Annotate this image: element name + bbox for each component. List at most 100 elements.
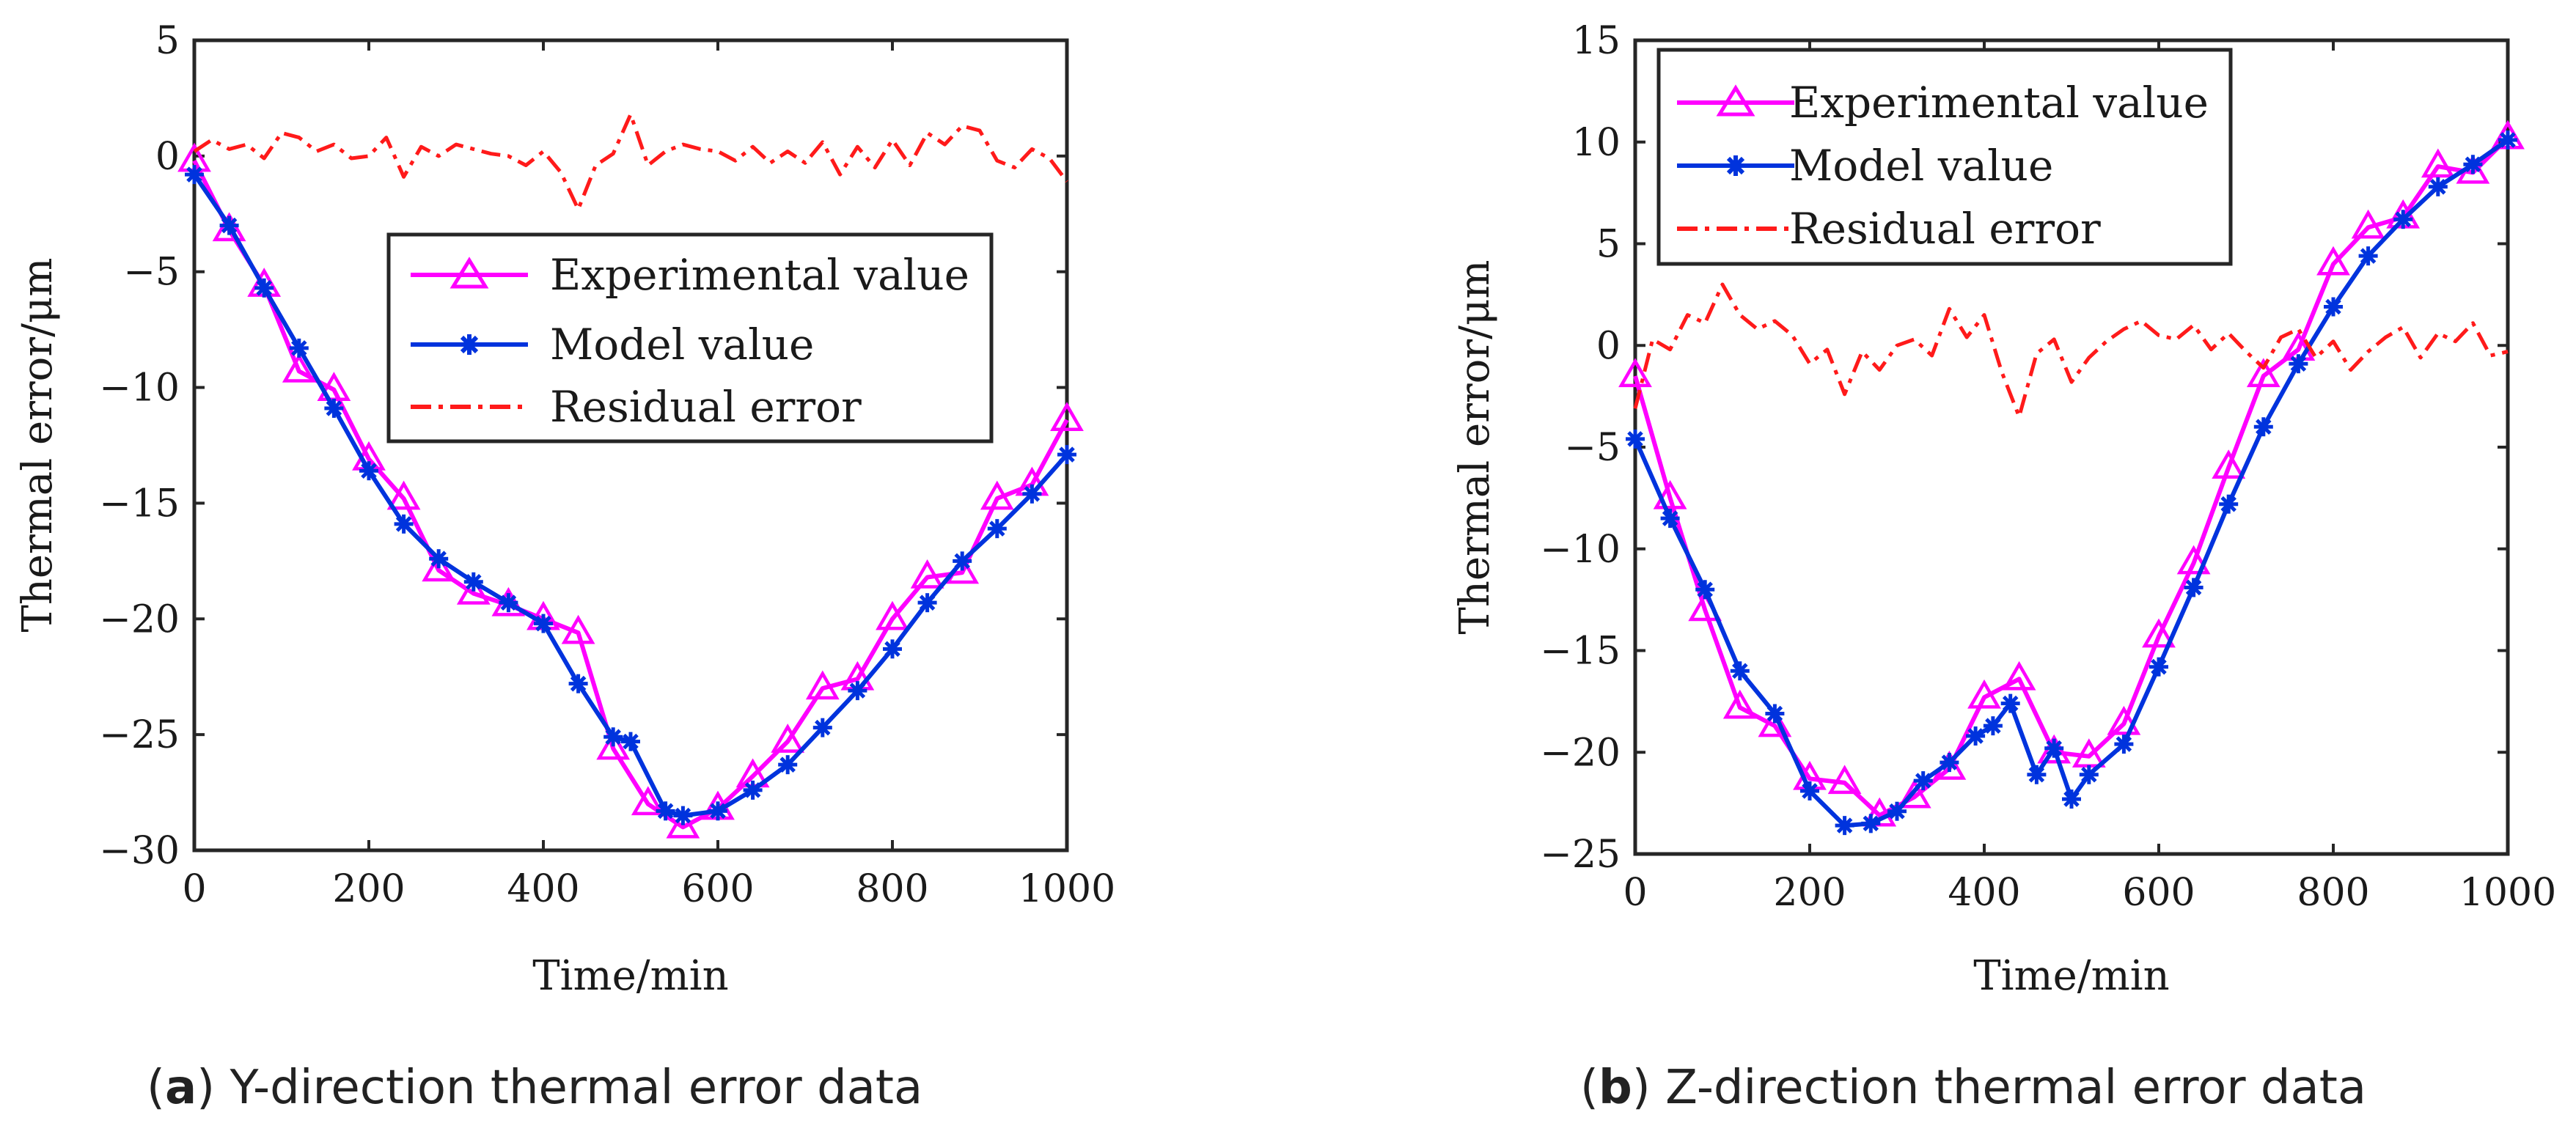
panel-a-x-tick-label: 0	[182, 867, 206, 911]
panel-a-series-model-value-point	[812, 718, 832, 737]
panel-a-caption-text: Y-direction thermal error data	[229, 1061, 922, 1115]
panel-a-x-tick-label: 200	[332, 867, 405, 911]
panel-a-x-axis-label: Time/min	[532, 952, 728, 1000]
panel-a-legend-label-model: Model value	[550, 320, 814, 369]
panel-a-series-model-value-point	[359, 461, 378, 481]
panel-b-series-experimental-value-point	[1967, 679, 2001, 709]
panel-b-series-model-value-point	[2253, 417, 2273, 437]
panel-b: 0 200 400 600 800 1000 15 10 5 0 −5 −10 −15 −20 −25 Ti…	[1451, 19, 2556, 1115]
panel-a-series-model-value-point	[917, 593, 937, 613]
panel-a-series-model-value-point	[621, 732, 640, 751]
panel-b-y-tick-label: −25	[1540, 833, 1621, 877]
panel-b-series-model-value-line	[1633, 138, 2509, 828]
panel-b-series-model-value-point	[2219, 494, 2239, 514]
panel-a-series-experimental-value-point	[771, 724, 805, 753]
panel-a-series-experimental-value-point	[631, 786, 665, 816]
panel-b-series-experimental-value-point	[2176, 545, 2211, 575]
panel-b-series-model-value-point	[1940, 753, 1959, 773]
panel-b-series-model-value-point	[2114, 734, 2134, 754]
panel-b-x-tick-label: 1000	[2459, 871, 2556, 915]
panel-a-series-model-value-point	[534, 614, 553, 633]
panel-b-series-experimental-value-point	[1653, 479, 1687, 509]
panel-b-series-experimental-value-point	[2107, 705, 2141, 735]
panel-b-series-model-value-point	[1913, 771, 1933, 791]
panel-a-x-tick-label: 400	[507, 867, 579, 911]
panel-a: 0 200 400 600 800 1000 5 0 −5 −10 −15 −20 −25 −30 Tim…	[14, 19, 1115, 1115]
panel-b-caption: (b) Z-direction thermal error data	[1580, 1061, 2366, 1115]
panel-a-series-model-value-point	[324, 398, 344, 418]
panel-b-x-tick-label: 0	[1623, 871, 1647, 915]
panel-a-series-model-value-point	[953, 551, 972, 571]
panel-a-y-tick-label: −20	[99, 597, 180, 641]
panel-a-series-experimental-value-point	[1050, 402, 1084, 432]
panel-b-series-experimental-value-point	[2316, 246, 2350, 276]
panel-a-caption: (a) Y-direction thermal error data	[147, 1061, 922, 1115]
panel-b-legend-box	[1656, 48, 2233, 266]
panel-b-series-model-value-point	[1695, 580, 1715, 600]
panel-b-x-tick-label: 200	[1773, 871, 1846, 915]
panel-a-series-model-value-point	[1022, 484, 1042, 504]
panel-b-series-experimental-value-point	[1722, 689, 1757, 719]
panel-a-series-experimental-value-point	[386, 480, 421, 510]
panel-a-series-model-value-point	[656, 801, 675, 821]
panel-b-y-tick-label: 5	[1596, 223, 1621, 267]
panel-b-legend-marker-model	[1725, 155, 1746, 176]
panel-b-series-model-value-point	[2184, 578, 2203, 597]
panel-b-series-model-value-point	[2289, 354, 2308, 374]
panel-a-legend: Experimental value Model value Residual …	[386, 232, 994, 443]
panel-b-y-tick-label: 0	[1596, 324, 1621, 368]
panel-b-series-experimental-value-point	[2212, 449, 2246, 479]
panel-a-series-model-value-point	[743, 780, 763, 800]
panel-a-series-model-value-point	[289, 338, 309, 358]
panel-a-series-experimental-value-point	[561, 614, 595, 644]
panel-b-series-experimental-value-point	[2351, 209, 2385, 239]
panel-a-series-experimental-value-point	[805, 670, 840, 700]
panel-a-series-residual-error-line	[193, 112, 1068, 211]
panel-b-y-tick-label: 15	[1572, 19, 1621, 63]
panel-a-series-model-value-point	[708, 801, 727, 821]
panel-a-series-experimental-value-point	[666, 809, 700, 839]
panel-b-series-model-value-point	[2393, 210, 2413, 229]
panel-a-y-tick-label: −10	[99, 367, 180, 410]
panel-a-series-model-value-point	[778, 755, 798, 775]
panel-a-y-tick-label: −30	[99, 829, 180, 873]
panel-b-series-experimental-value-point	[1758, 707, 1792, 737]
panel-b-series-model-value-point	[2062, 789, 2081, 809]
panel-b-x-tick-label: 800	[2297, 871, 2369, 915]
panel-b-series-model-value-point	[2428, 177, 2448, 196]
panel-a-caption-label: a	[165, 1061, 197, 1115]
panel-a-y-tick-label: −25	[99, 713, 180, 757]
panel-b-y-tick-label: −10	[1540, 528, 1621, 572]
panel-b-series-experimental-value-point	[2246, 358, 2280, 388]
panel-a-y-tick-label: 0	[155, 135, 180, 179]
panel-b-x-tick-label: 600	[2122, 871, 2195, 915]
panel-a-plot-area	[192, 38, 1069, 853]
panel-b-x-tick-label: 400	[1948, 871, 2020, 915]
panel-b-series-model-value-point	[1983, 716, 2003, 736]
panel-b-series-model-value-point	[2498, 130, 2517, 150]
panel-b-y-tick-label: −20	[1540, 731, 1621, 775]
panel-a-legend-box	[386, 232, 994, 443]
panel-a-series-experimental-value-point	[910, 559, 944, 589]
panel-a-series-experimental-value-point	[422, 552, 456, 582]
panel-a-series-experimental-value-point	[456, 575, 491, 605]
panel-b-series-experimental-value-point	[1897, 778, 1931, 809]
panel-a-series-model-value-point	[429, 549, 449, 569]
panel-b-series-model-value-point	[2079, 765, 2099, 784]
panel-a-series-experimental-value-point	[980, 480, 1014, 510]
panel-b-series-model-value-point	[2324, 297, 2343, 317]
panel-a-series-model-value-point	[499, 593, 518, 613]
panel-a-legend-marker-model	[459, 334, 480, 355]
panel-a-series-model-value-point	[185, 165, 204, 185]
panel-a-series-model-value-point	[987, 519, 1007, 539]
panel-a-series-model-value-point	[254, 278, 274, 298]
panel-a-series-model-value-point	[603, 727, 623, 747]
panel-a-series-experimental-value-point	[876, 600, 909, 630]
panel-b-series-model-value-point	[2027, 765, 2047, 784]
panel-b-series-model-value-point	[1861, 814, 1881, 833]
panel-b-legend-marker-experimental	[1716, 84, 1755, 117]
panel-b-series-experimental-value-point	[2002, 660, 2036, 691]
panel-a-legend-label-residual: Residual error	[550, 382, 862, 432]
panel-b-series-experimental-value-point	[2142, 618, 2176, 648]
panel-a-legend-marker-experimental	[449, 257, 489, 289]
